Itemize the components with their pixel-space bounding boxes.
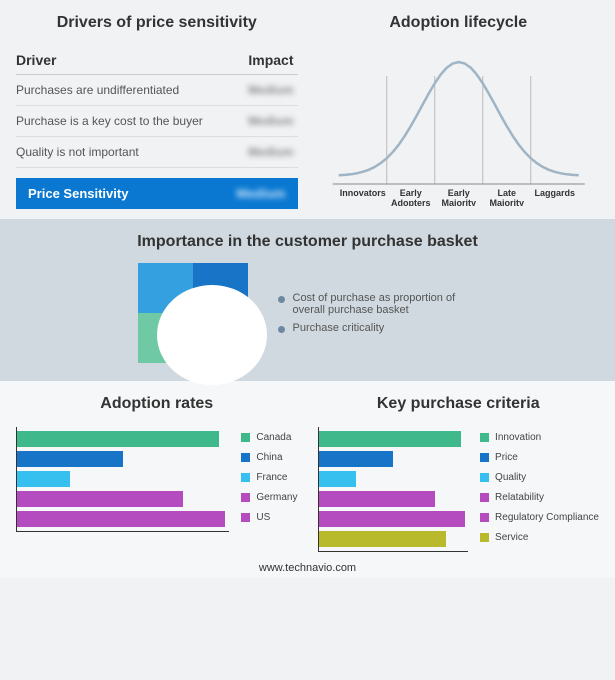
bar xyxy=(319,491,436,507)
bar-legend-item: Innovation xyxy=(480,427,599,447)
bar xyxy=(17,431,219,447)
adoption-bars xyxy=(16,427,229,532)
adoption-title: Adoption rates xyxy=(16,395,298,413)
swatch-icon xyxy=(480,473,489,482)
svg-text:EarlyMajority: EarlyMajority xyxy=(441,188,476,206)
legend-label: Price xyxy=(495,452,518,463)
legend-text: Purchase criticality xyxy=(293,322,385,334)
sensitivity-value: Medium xyxy=(236,186,285,201)
sensitivity-label: Price Sensitivity xyxy=(28,186,128,201)
svg-text:LateMajority: LateMajority xyxy=(489,188,524,206)
swatch-icon xyxy=(480,513,489,522)
bar xyxy=(17,491,183,507)
impact-cell: Medium xyxy=(248,83,293,97)
bar xyxy=(17,451,123,467)
legend-label: Canada xyxy=(256,432,291,443)
legend-label: Regulatory Compliance xyxy=(495,512,599,523)
drivers-panel: Drivers of price sensitivity Driver Impa… xyxy=(16,14,298,211)
lifecycle-panel: Adoption lifecycle Innovators EarlyAdopte… xyxy=(318,14,600,211)
basket-legend: Cost of purchase as proportion of overal… xyxy=(278,286,478,340)
bar-legend-item: China xyxy=(241,447,297,467)
criteria-title: Key purchase criteria xyxy=(318,395,600,413)
driver-cell: Quality is not important xyxy=(16,145,139,159)
top-row: Drivers of price sensitivity Driver Impa… xyxy=(0,0,615,219)
bar-legend-item: France xyxy=(241,467,297,487)
bullet-icon xyxy=(278,296,285,303)
driver-row: Purchase is a key cost to the buyer Mediu… xyxy=(16,106,298,137)
driver-cell: Purchases are undifferentiated xyxy=(16,83,179,97)
drivers-title: Drivers of price sensitivity xyxy=(16,14,298,32)
impact-cell: Medium xyxy=(248,145,293,159)
driver-row: Purchases are undifferentiated Medium xyxy=(16,75,298,106)
basket-wrap: Cost of purchase as proportion of overal… xyxy=(16,263,599,363)
adoption-legend: Canada China France Germany US xyxy=(241,427,297,532)
legend-label: Germany xyxy=(256,492,297,503)
legend-label: Quality xyxy=(495,472,526,483)
adoption-panel: Adoption rates Canada China France Germany U… xyxy=(16,395,298,552)
svg-text:Laggards: Laggards xyxy=(534,188,575,198)
bar-legend-item: Germany xyxy=(241,487,297,507)
bar-legend-item: Relatability xyxy=(480,487,599,507)
bar xyxy=(319,471,356,487)
bar-legend-item: US xyxy=(241,507,297,527)
bottom-row: Adoption rates Canada China France Germany U… xyxy=(0,381,615,556)
criteria-legend: Innovation Price Quality Relatability Regula… xyxy=(480,427,599,552)
swatch-icon xyxy=(480,493,489,502)
bar-legend-item: Service xyxy=(480,527,599,547)
driver-row: Quality is not important Medium xyxy=(16,137,298,168)
legend-label: France xyxy=(256,472,287,483)
criteria-bars xyxy=(318,427,469,552)
bar-legend-item: Canada xyxy=(241,427,297,447)
driver-table-head: Driver Impact xyxy=(16,46,298,75)
legend-text: Cost of purchase as proportion of overal… xyxy=(293,292,478,316)
criteria-panel: Key purchase criteria Innovation Price Qua… xyxy=(318,395,600,552)
swatch-icon xyxy=(480,533,489,542)
swatch-icon xyxy=(241,473,250,482)
bar xyxy=(17,471,70,487)
legend-label: China xyxy=(256,452,282,463)
bar-legend-item: Regulatory Compliance xyxy=(480,507,599,527)
legend-label: Relatability xyxy=(495,492,544,503)
bar-legend-item: Price xyxy=(480,447,599,467)
basket-legend-item: Purchase criticality xyxy=(278,322,478,334)
legend-label: Service xyxy=(495,532,528,543)
col-impact: Impact xyxy=(248,52,293,68)
swatch-icon xyxy=(241,493,250,502)
swatch-icon xyxy=(480,453,489,462)
driver-table: Driver Impact Purchases are undifferenti… xyxy=(16,46,298,168)
footer-text: www.technavio.com xyxy=(0,556,615,578)
swatch-icon xyxy=(480,433,489,442)
bullet-icon xyxy=(278,326,285,333)
bar xyxy=(17,511,225,527)
bar xyxy=(319,451,394,467)
col-driver: Driver xyxy=(16,52,56,68)
bar xyxy=(319,431,461,447)
price-sensitivity-bar: Price Sensitivity Medium xyxy=(16,178,298,209)
swatch-icon xyxy=(241,453,250,462)
bar xyxy=(319,531,446,547)
quadrant-marker xyxy=(157,285,267,385)
quadrant-chart xyxy=(138,263,248,363)
lifecycle-title: Adoption lifecycle xyxy=(318,14,600,32)
basket-title: Importance in the customer purchase bask… xyxy=(16,233,599,251)
basket-legend-item: Cost of purchase as proportion of overal… xyxy=(278,292,478,316)
legend-label: US xyxy=(256,512,270,523)
swatch-icon xyxy=(241,513,250,522)
svg-text:Innovators: Innovators xyxy=(339,188,385,198)
bar xyxy=(319,511,466,527)
basket-panel: Importance in the customer purchase bask… xyxy=(0,219,615,381)
swatch-icon xyxy=(241,433,250,442)
driver-cell: Purchase is a key cost to the buyer xyxy=(16,114,203,128)
svg-text:EarlyAdopters: EarlyAdopters xyxy=(390,188,430,206)
impact-cell: Medium xyxy=(248,114,293,128)
legend-label: Innovation xyxy=(495,432,541,443)
bar-legend-item: Quality xyxy=(480,467,599,487)
lifecycle-chart: Innovators EarlyAdopters EarlyMajority Late… xyxy=(318,46,600,206)
